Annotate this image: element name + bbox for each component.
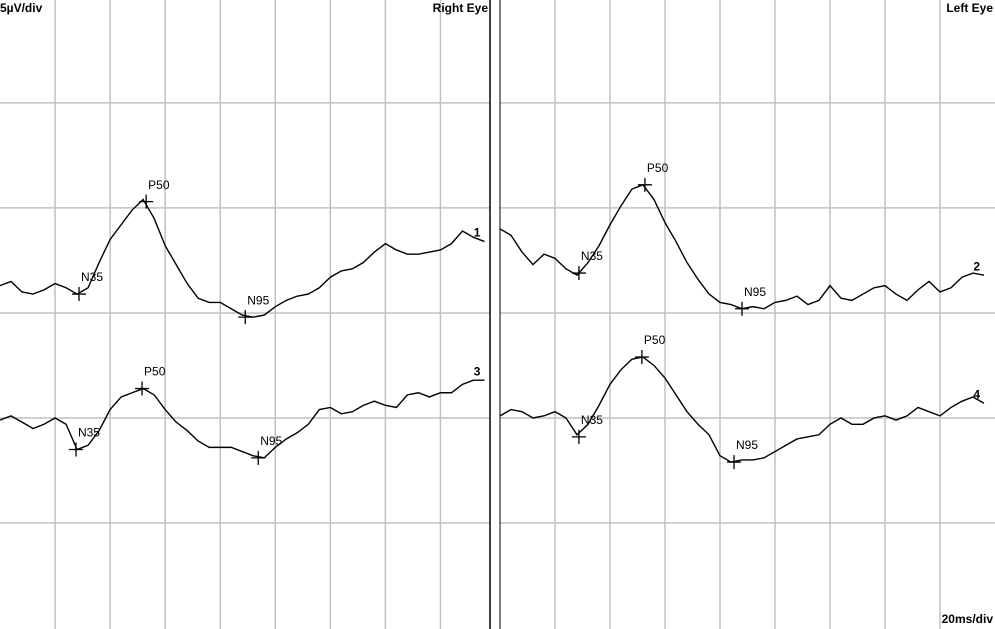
trace-number: 3 bbox=[474, 364, 481, 378]
trace-number: 1 bbox=[474, 226, 481, 240]
peak-marker bbox=[135, 381, 150, 396]
peak-label: N95 bbox=[260, 434, 282, 448]
trace-number: 2 bbox=[973, 259, 980, 273]
peak-marker bbox=[634, 350, 649, 365]
peak-label: N95 bbox=[744, 285, 766, 299]
peak-marker bbox=[238, 310, 253, 325]
peak-marker bbox=[637, 177, 652, 192]
peak-label: N35 bbox=[81, 270, 103, 284]
peak-label: N35 bbox=[78, 426, 100, 440]
trace bbox=[499, 356, 985, 463]
peak-label: N35 bbox=[581, 413, 603, 427]
trace bbox=[0, 379, 485, 459]
peak-label: N95 bbox=[736, 438, 758, 452]
peak-marker bbox=[735, 301, 749, 316]
amplitude-scale: 5µV/div bbox=[0, 1, 43, 15]
peak-marker bbox=[571, 266, 586, 281]
peak-marker bbox=[72, 287, 87, 302]
peak-label: P50 bbox=[644, 333, 666, 347]
peak-marker bbox=[727, 455, 742, 470]
trace-number: 4 bbox=[973, 387, 980, 401]
peak-marker bbox=[571, 429, 586, 444]
peak-marker bbox=[68, 442, 83, 457]
peak-marker bbox=[251, 450, 266, 465]
peak-label: P50 bbox=[647, 161, 669, 175]
traces: Right Eye 1 N35 P50 N95 3 N35 P50 N95 Left Eye 2 N3… bbox=[0, 1, 993, 470]
peak-marker bbox=[139, 194, 154, 209]
trace bbox=[0, 198, 485, 318]
time-scale: 20ms/div bbox=[942, 612, 994, 626]
peak-label: N35 bbox=[581, 249, 603, 263]
panel-title: Right Eye bbox=[433, 1, 489, 15]
peak-label: P50 bbox=[144, 365, 166, 379]
peak-label: P50 bbox=[148, 178, 170, 192]
peak-label: N95 bbox=[247, 293, 269, 307]
panel-title: Left Eye bbox=[946, 1, 993, 15]
